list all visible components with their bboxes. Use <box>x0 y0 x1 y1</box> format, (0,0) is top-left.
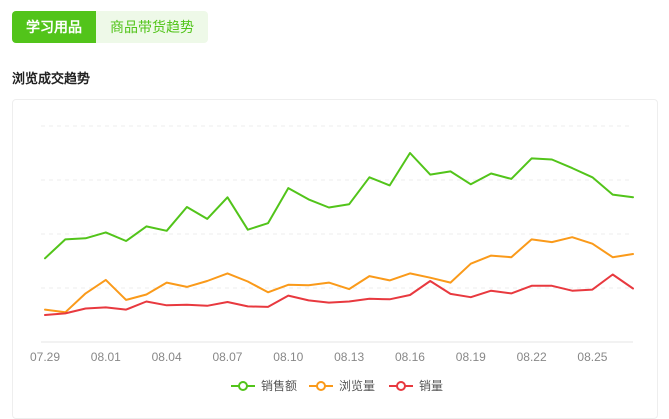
x-tick-label: 08.25 <box>577 350 607 364</box>
tab-bar: 学习用品 商品带货趋势 <box>12 11 208 43</box>
x-tick-label: 07.29 <box>30 350 60 364</box>
x-tick-label: 08.19 <box>456 350 486 364</box>
series-line-2 <box>44 273 634 316</box>
x-tick-label: 08.16 <box>395 350 425 364</box>
trend-chart: 07.29 08.01 08.04 08.07 08.10 08.13 08.16 08.19… <box>30 125 634 393</box>
legend-label: 浏览量 <box>339 378 375 393</box>
series-line-0 <box>44 152 634 260</box>
legend-marker <box>238 381 248 391</box>
chart-card: 07.29 08.01 08.04 08.07 08.10 08.13 08.16 08.19… <box>12 99 658 419</box>
x-tick-label: 08.01 <box>91 350 121 364</box>
x-tick-label: 08.07 <box>212 350 242 364</box>
x-tick-label: 08.13 <box>334 350 364 364</box>
legend-marker <box>396 381 406 391</box>
tab-product-sales-trend[interactable]: 商品带货趋势 <box>96 11 208 43</box>
section-title: 浏览成交趋势 <box>12 71 91 86</box>
x-tick-label: 08.04 <box>152 350 182 364</box>
series-line-1 <box>44 236 634 314</box>
legend-label: 销量 <box>419 379 443 393</box>
legend-marker <box>316 381 326 391</box>
x-tick-label: 08.10 <box>273 350 303 364</box>
legend-label: 销售额 <box>261 378 297 393</box>
tab-study-supplies[interactable]: 学习用品 <box>12 11 96 43</box>
x-tick-label: 08.22 <box>517 350 547 364</box>
